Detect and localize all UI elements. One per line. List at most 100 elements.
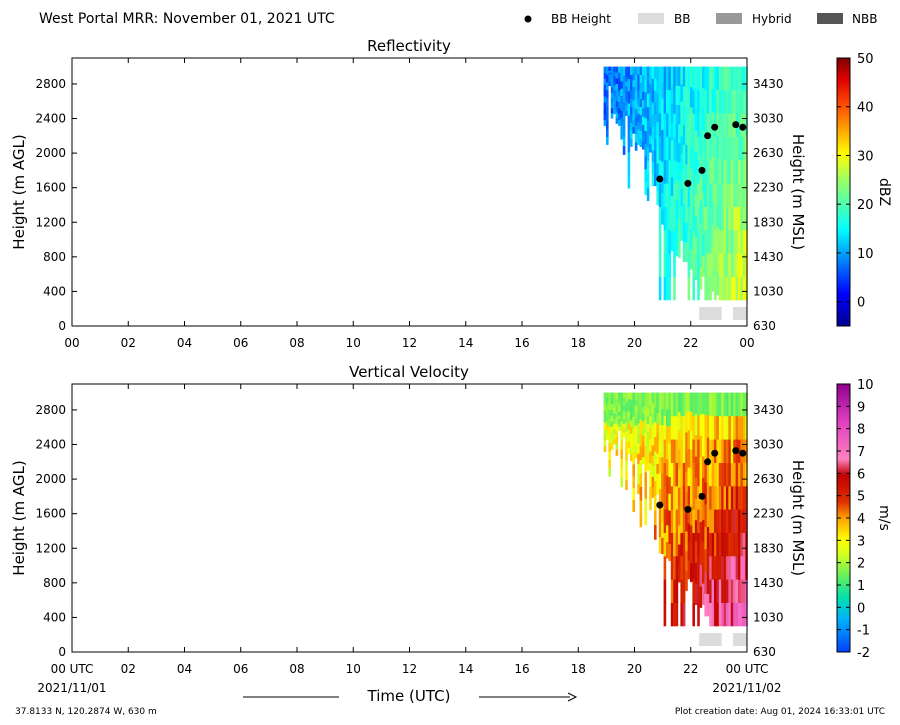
heatmap-cell	[658, 408, 662, 425]
heatmap-cell	[742, 183, 746, 207]
y-right-tick-label: 1030	[753, 284, 784, 298]
heatmap-cell	[711, 179, 715, 202]
heatmap-cell	[610, 107, 614, 114]
heatmap-cell	[704, 66, 707, 91]
heatmap-cell	[682, 486, 686, 510]
heatmap-cell	[702, 234, 705, 256]
heatmap-cell	[694, 151, 698, 174]
heatmap-cell	[723, 509, 727, 533]
heatmap-cell	[639, 406, 643, 420]
y-right-tick-label: 630	[753, 645, 776, 659]
heatmap-cell	[687, 485, 691, 505]
heatmap-cell	[673, 509, 676, 533]
heatmap-cell	[620, 81, 623, 89]
heatmap-cell	[704, 90, 707, 114]
colorbar-tick-label: 0	[857, 296, 865, 311]
heatmap-cell	[711, 416, 715, 440]
heatmap-cell	[654, 126, 657, 139]
heatmap-cell	[694, 413, 698, 436]
heatmap-cell	[714, 416, 717, 440]
heatmap-cell	[644, 445, 647, 459]
heatmap-cell	[666, 475, 669, 493]
heatmap-cell	[723, 556, 727, 580]
heatmap-cell	[644, 143, 647, 157]
heatmap-cell	[673, 486, 676, 510]
heatmap-cell	[625, 421, 628, 432]
heatmap-cell	[668, 493, 671, 511]
heatmap-cell	[678, 123, 681, 144]
heatmap-cell	[622, 110, 626, 120]
heatmap-cell	[613, 397, 616, 404]
heatmap-cell	[666, 136, 669, 161]
heatmap-cell	[728, 66, 731, 91]
heatmap-cell	[606, 411, 609, 417]
heatmap-cell	[735, 90, 739, 114]
heatmap-cell	[673, 602, 676, 627]
reflectivity-bb-flags	[699, 307, 747, 320]
heatmap-cell	[618, 107, 621, 115]
heatmap-cell	[639, 82, 643, 91]
heatmap-cell	[726, 183, 729, 207]
heatmap-cell	[646, 439, 650, 448]
heatmap-cell	[622, 423, 626, 429]
heatmap-cell	[646, 423, 650, 432]
heatmap-cell	[639, 392, 643, 407]
heatmap-cell	[682, 556, 686, 580]
heatmap-cell	[709, 392, 712, 417]
heatmap-cell	[649, 451, 652, 464]
heatmap-cell	[685, 86, 688, 106]
heatmap-cell	[706, 437, 710, 460]
x-tick-label: 04	[177, 662, 192, 676]
heatmap-cell	[610, 415, 614, 422]
heatmap-cell	[644, 66, 647, 80]
heatmap-cell	[654, 114, 657, 127]
heatmap-cell	[740, 183, 743, 207]
heatmap-cell	[728, 462, 731, 487]
heatmap-cell	[654, 102, 657, 115]
heatmap-cell	[699, 177, 703, 201]
heatmap-cell	[682, 183, 686, 204]
heatmap-cell	[735, 602, 739, 627]
bb-height-point	[704, 132, 712, 140]
heatmap-cell	[694, 109, 698, 131]
heatmap-cell	[702, 129, 705, 151]
heatmap-cell	[690, 147, 693, 169]
heatmap-cell	[613, 428, 616, 435]
heatmap-cell	[742, 602, 746, 627]
heatmap-cell	[651, 476, 655, 488]
heatmap-cell	[735, 486, 739, 510]
heatmap-cell	[697, 416, 700, 440]
heatmap-cell	[622, 392, 626, 398]
heatmap-cell	[742, 509, 746, 533]
heatmap-cell	[721, 509, 724, 533]
heatmap-cell	[618, 119, 621, 126]
heatmap-cell	[625, 96, 628, 102]
heatmap-cell	[637, 82, 640, 91]
heatmap-cell	[738, 66, 741, 91]
heatmap-cell	[668, 276, 671, 301]
heatmap-cell	[627, 115, 631, 128]
heatmap-cell	[714, 253, 717, 277]
heatmap-cell	[668, 392, 671, 410]
heatmap-cell	[730, 183, 734, 207]
heatmap-cell	[711, 201, 715, 225]
heatmap-cell	[728, 90, 731, 114]
heatmap-cell	[685, 570, 688, 591]
heatmap-cell	[723, 462, 727, 487]
heatmap-cell	[646, 392, 650, 401]
heatmap-cell	[610, 92, 614, 98]
heatmap-cell	[625, 441, 628, 452]
heatmap-cell	[733, 486, 736, 510]
heatmap-cell	[603, 84, 607, 91]
reflectivity-colorbar-ticks: 0 10 20 30 40 50	[837, 52, 874, 311]
heatmap-cell	[687, 560, 691, 580]
heatmap-cell	[709, 160, 712, 184]
heatmap-cell	[632, 100, 635, 107]
page-title: West Portal MRR: November 01, 2021 UTC	[39, 11, 335, 27]
heatmap-cell	[675, 602, 679, 627]
heatmap-cell	[694, 435, 698, 457]
heatmap-cell	[649, 463, 652, 475]
colorbar-tick-label: 50	[857, 52, 874, 67]
heatmap-cell	[630, 106, 633, 115]
heatmap-cell	[649, 83, 652, 93]
